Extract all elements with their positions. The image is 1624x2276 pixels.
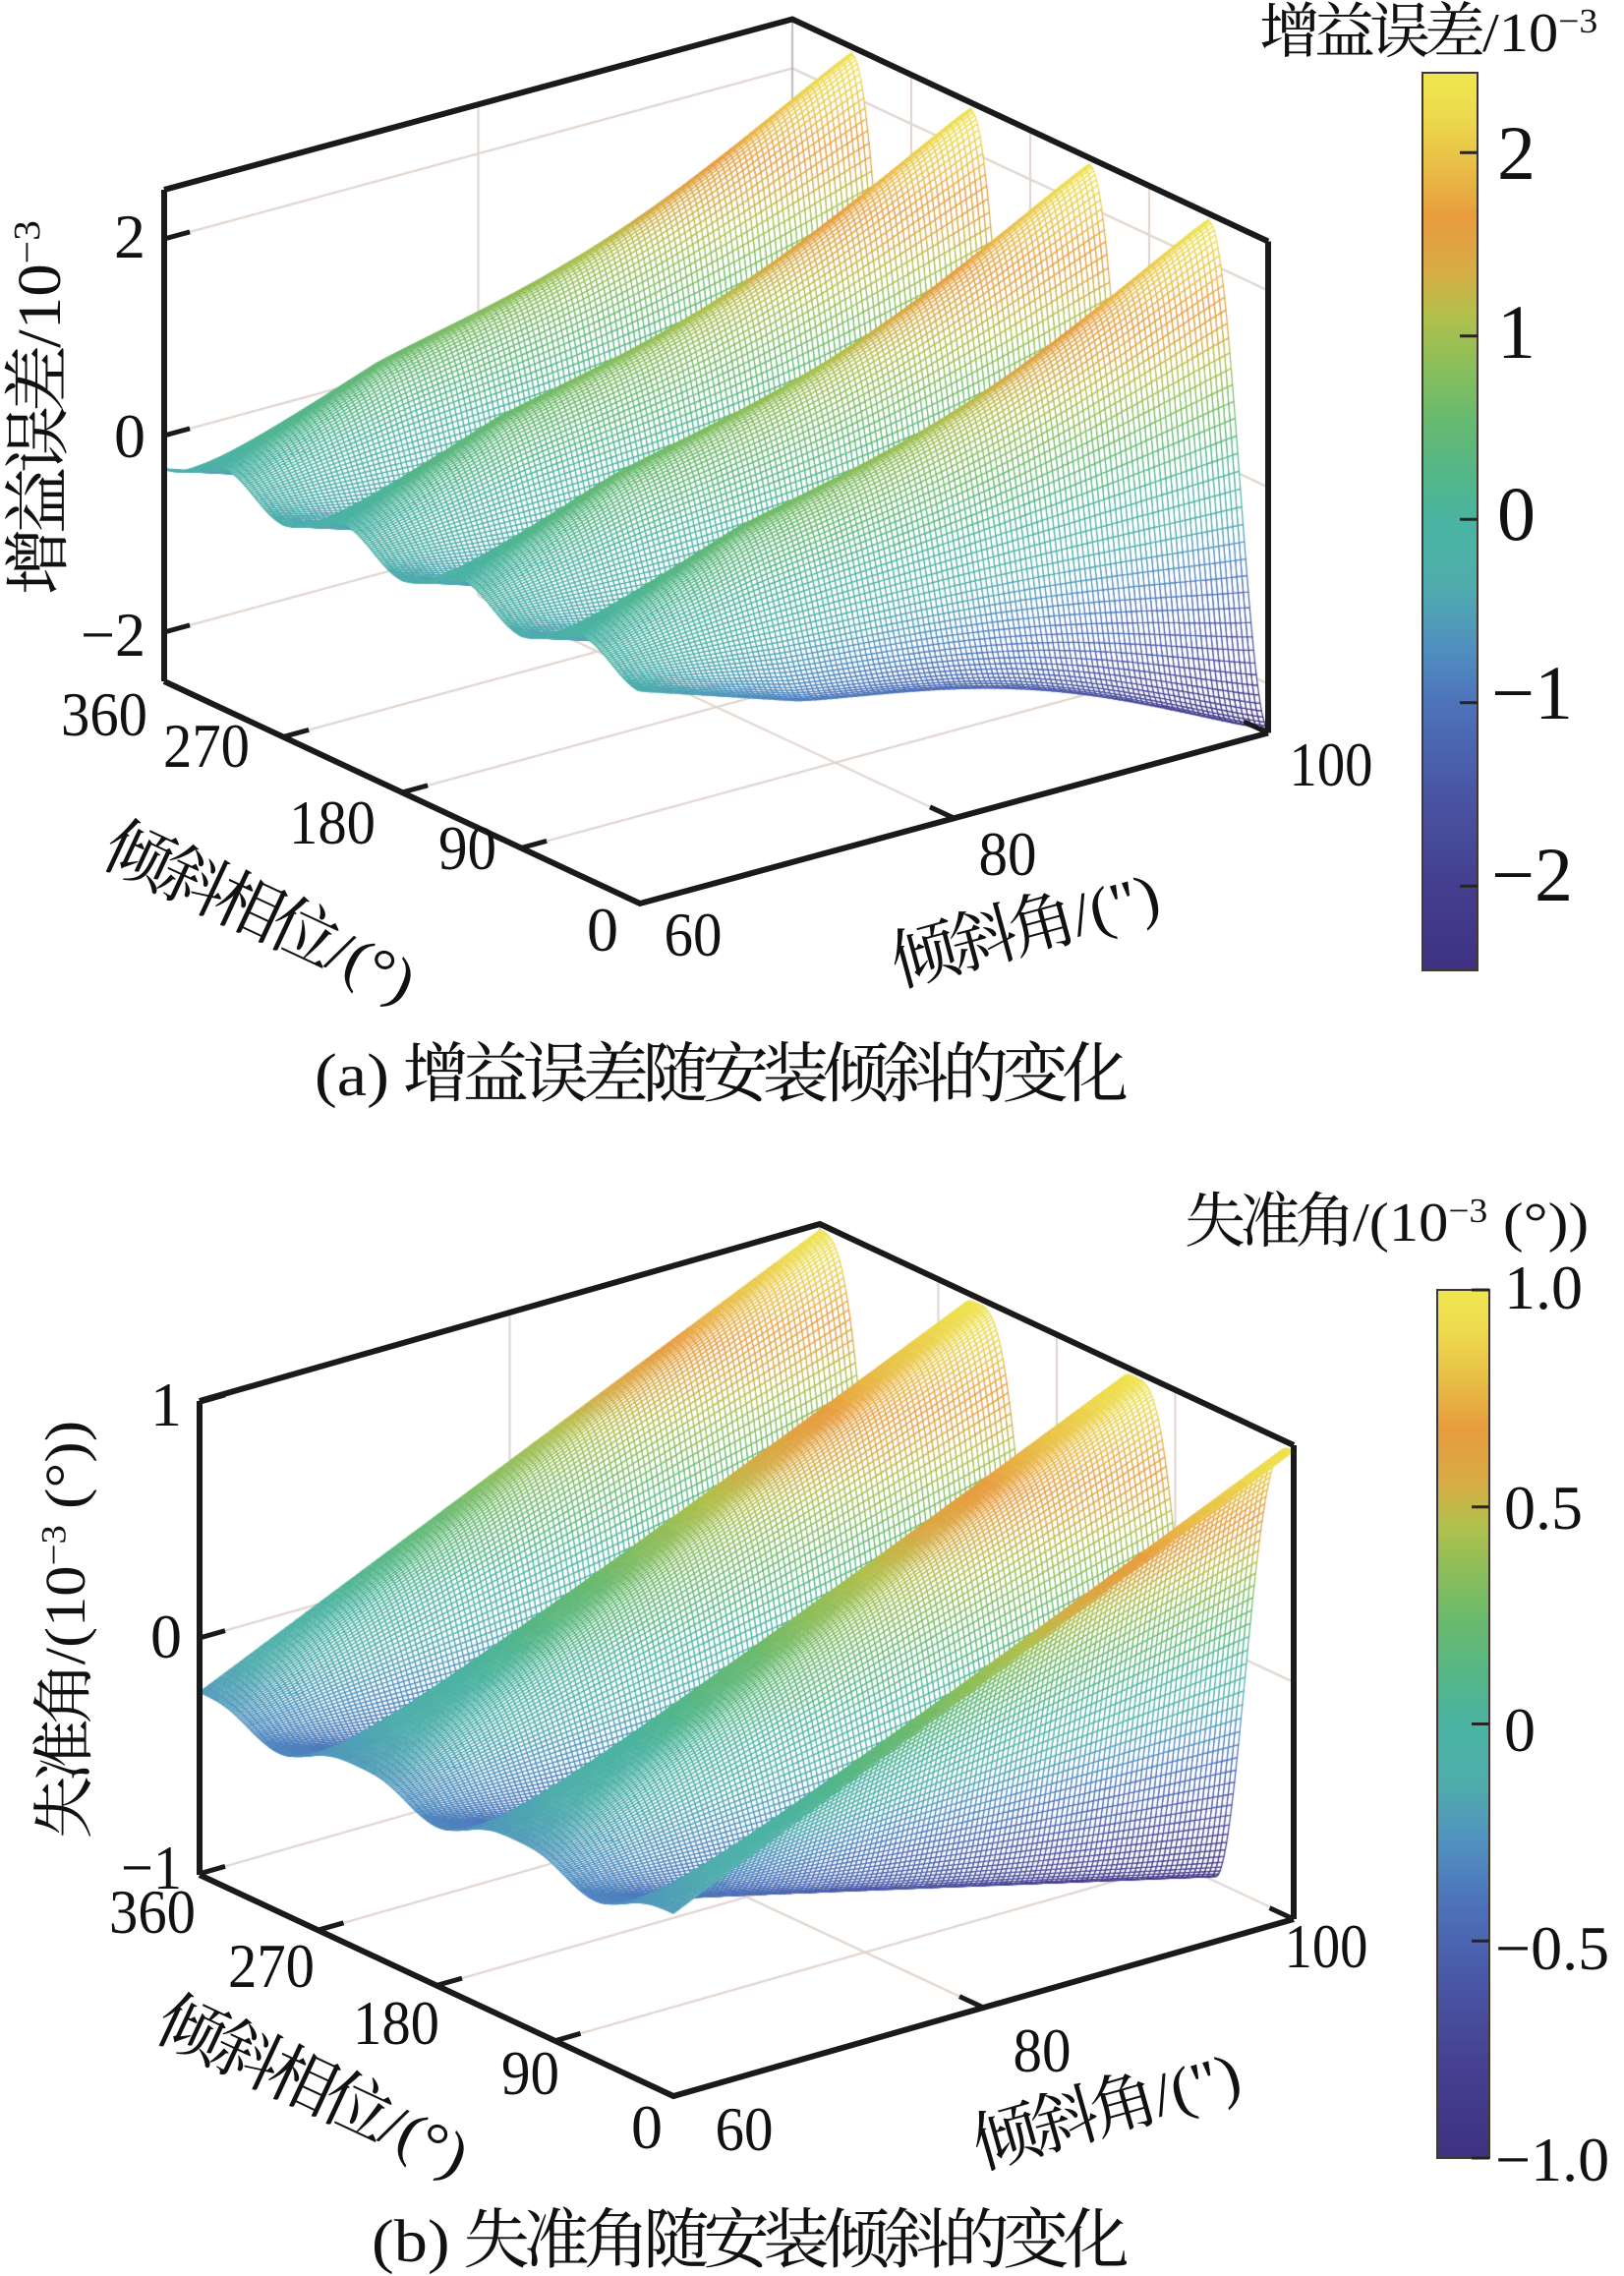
svg-text:1: 1 bbox=[150, 1370, 182, 1439]
svg-text:0: 0 bbox=[631, 2092, 663, 2162]
svg-text:90: 90 bbox=[501, 2038, 559, 2108]
svg-text:−1.0: −1.0 bbox=[1495, 2125, 1609, 2194]
svg-text:−2: −2 bbox=[81, 600, 145, 670]
svg-text:−2: −2 bbox=[1491, 832, 1573, 917]
svg-text:1: 1 bbox=[1497, 289, 1536, 375]
svg-text:1.0: 1.0 bbox=[1504, 1253, 1583, 1322]
svg-text:2: 2 bbox=[114, 202, 145, 271]
svg-text:/("): /(") bbox=[1064, 862, 1167, 950]
svg-text:2: 2 bbox=[1497, 110, 1536, 196]
svg-text:(°)): (°)) bbox=[33, 1421, 97, 1525]
svg-text:180: 180 bbox=[353, 1988, 439, 2058]
svg-text:−1: −1 bbox=[1491, 650, 1573, 735]
svg-text:100: 100 bbox=[1290, 729, 1373, 799]
svg-text:/(°): /(°) bbox=[318, 917, 426, 1016]
svg-text:−3: −3 bbox=[1558, 2, 1597, 40]
svg-text:80: 80 bbox=[1014, 2015, 1072, 2085]
svg-text:90: 90 bbox=[438, 813, 496, 883]
svg-text:/(°): /(°) bbox=[371, 2091, 479, 2189]
svg-text:−3: −3 bbox=[33, 1525, 73, 1565]
svg-text:/(10: /(10 bbox=[1353, 1193, 1448, 1254]
svg-text:0: 0 bbox=[587, 895, 618, 964]
svg-text:80: 80 bbox=[979, 819, 1037, 889]
svg-text:270: 270 bbox=[163, 711, 250, 781]
svg-text:60: 60 bbox=[716, 2094, 774, 2164]
svg-text:/10: /10 bbox=[7, 263, 74, 348]
svg-text:/10: /10 bbox=[1482, 3, 1558, 64]
svg-text:0: 0 bbox=[1504, 1695, 1536, 1765]
svg-text:360: 360 bbox=[109, 1877, 196, 1947]
svg-text:180: 180 bbox=[289, 788, 376, 857]
svg-text:0: 0 bbox=[150, 1602, 182, 1671]
svg-text:−3: −3 bbox=[7, 220, 48, 263]
svg-text:0: 0 bbox=[114, 401, 145, 471]
svg-text:100: 100 bbox=[1285, 1911, 1368, 1981]
svg-text:270: 270 bbox=[228, 1931, 315, 2001]
svg-text:(°)): (°)) bbox=[1487, 1193, 1589, 1254]
svg-text:0.5: 0.5 bbox=[1504, 1473, 1583, 1543]
svg-text:−0.5: −0.5 bbox=[1495, 1913, 1609, 1983]
svg-text:−3: −3 bbox=[1448, 1192, 1487, 1230]
svg-text:−1: −1 bbox=[121, 1833, 182, 1902]
svg-text:(a): (a) bbox=[315, 1043, 406, 1109]
svg-text:360: 360 bbox=[61, 679, 147, 749]
svg-text:0: 0 bbox=[1497, 471, 1536, 556]
svg-text:/("): /(") bbox=[1144, 2041, 1248, 2130]
svg-text:/(10: /(10 bbox=[33, 1565, 97, 1664]
svg-text:60: 60 bbox=[665, 900, 723, 969]
svg-text:(b): (b) bbox=[372, 2209, 467, 2275]
